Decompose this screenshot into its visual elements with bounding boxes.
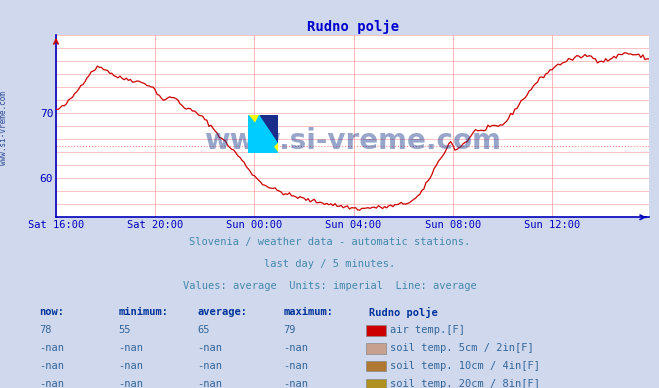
- Text: www.si-vreme.com: www.si-vreme.com: [0, 91, 8, 165]
- Text: 78: 78: [40, 325, 52, 335]
- Text: Values: average  Units: imperial  Line: average: Values: average Units: imperial Line: av…: [183, 281, 476, 291]
- Text: -nan: -nan: [283, 343, 308, 353]
- Text: -nan: -nan: [198, 343, 223, 353]
- FancyBboxPatch shape: [366, 343, 386, 353]
- Text: soil temp. 20cm / 8in[F]: soil temp. 20cm / 8in[F]: [390, 379, 540, 388]
- Text: maximum:: maximum:: [283, 307, 333, 317]
- Text: last day / 5 minutes.: last day / 5 minutes.: [264, 259, 395, 269]
- Text: 65: 65: [198, 325, 210, 335]
- Text: -nan: -nan: [283, 379, 308, 388]
- Text: -nan: -nan: [40, 343, 65, 353]
- Text: average:: average:: [198, 307, 248, 317]
- Text: -nan: -nan: [119, 361, 144, 371]
- Text: soil temp. 10cm / 4in[F]: soil temp. 10cm / 4in[F]: [390, 361, 540, 371]
- Text: -nan: -nan: [119, 343, 144, 353]
- FancyBboxPatch shape: [366, 379, 386, 388]
- FancyBboxPatch shape: [366, 325, 386, 336]
- Polygon shape: [248, 115, 278, 153]
- Text: soil temp. 5cm / 2in[F]: soil temp. 5cm / 2in[F]: [390, 343, 534, 353]
- Text: -nan: -nan: [283, 361, 308, 371]
- Text: www.si-vreme.com: www.si-vreme.com: [204, 127, 501, 155]
- Text: air temp.[F]: air temp.[F]: [390, 325, 465, 335]
- Text: Slovenia / weather data - automatic stations.: Slovenia / weather data - automatic stat…: [189, 237, 470, 248]
- Polygon shape: [248, 115, 278, 153]
- Text: -nan: -nan: [40, 379, 65, 388]
- Text: 55: 55: [119, 325, 131, 335]
- Text: minimum:: minimum:: [119, 307, 169, 317]
- FancyBboxPatch shape: [366, 361, 386, 371]
- Text: -nan: -nan: [119, 379, 144, 388]
- Title: Rudno polje: Rudno polje: [306, 20, 399, 34]
- Text: 79: 79: [283, 325, 296, 335]
- Text: -nan: -nan: [40, 361, 65, 371]
- Text: now:: now:: [40, 307, 65, 317]
- Text: -nan: -nan: [198, 361, 223, 371]
- Polygon shape: [260, 115, 278, 142]
- Text: -nan: -nan: [198, 379, 223, 388]
- Polygon shape: [248, 115, 278, 153]
- Text: Rudno polje: Rudno polje: [369, 307, 438, 318]
